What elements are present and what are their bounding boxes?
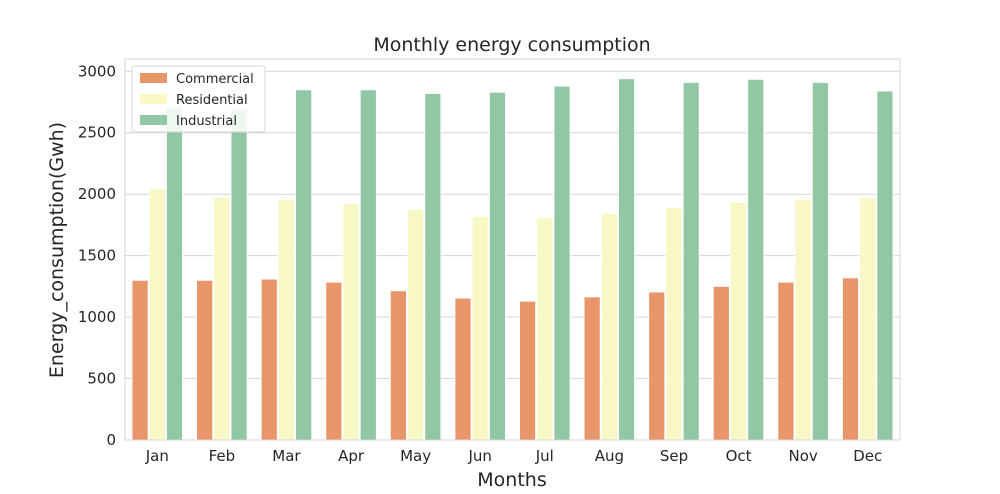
x-tick-label: Feb (209, 447, 236, 465)
legend-swatch-residential (140, 94, 167, 104)
y-tick-label: 2500 (78, 124, 116, 142)
x-tick-label: Oct (726, 447, 752, 465)
bar-commercial-jan (131, 279, 149, 441)
x-tick-label: Apr (338, 447, 365, 465)
x-tick-label: Jan (145, 447, 169, 465)
x-tick-label: May (400, 447, 431, 465)
bar-industrial-sep (682, 81, 700, 441)
bar-industrial-aug (617, 78, 636, 441)
bar-industrial-oct (747, 78, 765, 441)
y-tick-label: 3000 (78, 62, 116, 80)
bar-industrial-jun (488, 91, 507, 441)
x-tick-label: Mar (272, 447, 301, 465)
bar-industrial-apr (359, 89, 377, 441)
y-tick-label: 2000 (78, 185, 116, 203)
bar-residential-feb (213, 196, 231, 441)
x-tick-labels: Jan Feb Mar Apr May Jun Jul Aug Sep Oct Nov Dec (145, 447, 882, 465)
x-tick-label: Jul (535, 447, 554, 465)
bar-residential-may (407, 209, 425, 441)
bar-commercial-apr (325, 281, 343, 441)
bar-commercial-jul (518, 300, 537, 441)
y-tick-label: 500 (87, 370, 116, 388)
bar-residential-jun (471, 215, 489, 441)
bar-industrial-may (424, 92, 442, 441)
bar-residential-aug (600, 212, 618, 441)
x-tick-label: Jun (467, 447, 491, 465)
y-tick-label: 0 (106, 431, 116, 449)
bar-residential-jul (536, 217, 554, 441)
x-tick-label: Dec (853, 447, 882, 465)
bar-commercial-nov (777, 281, 795, 441)
bar-residential-apr (342, 202, 360, 441)
bar-commercial-feb (196, 279, 214, 441)
bar-residential-sep (665, 207, 683, 441)
y-tick-label: 1500 (78, 247, 116, 265)
y-axis-label: Energy_consumption(Gwh) (46, 122, 68, 378)
bars (131, 78, 894, 441)
legend: Commercial Residential Industrial (131, 65, 266, 133)
legend-label: Commercial (176, 72, 254, 87)
bar-industrial-mar (295, 89, 313, 441)
legend-label: Industrial (176, 114, 237, 129)
legend-swatch-commercial (140, 73, 167, 83)
bar-commercial-dec (841, 277, 860, 441)
bar-residential-mar (277, 198, 296, 441)
bar-residential-dec (859, 197, 877, 441)
bar-commercial-oct (712, 285, 730, 441)
bar-commercial-sep (648, 291, 666, 441)
bar-commercial-aug (583, 296, 601, 441)
bar-residential-jan (148, 188, 166, 441)
bar-industrial-nov (811, 81, 829, 441)
bar-commercial-mar (260, 278, 278, 441)
x-axis-label: Months (477, 469, 546, 491)
chart-title: Monthly energy consumption (373, 34, 650, 56)
x-tick-label: Sep (660, 447, 688, 465)
x-tick-label: Aug (595, 447, 624, 465)
legend-label: Residential (176, 93, 248, 108)
bar-commercial-may (389, 290, 408, 441)
bar-industrial-feb (230, 108, 248, 441)
bar-industrial-dec (876, 90, 894, 441)
bar-commercial-jun (454, 297, 472, 441)
bar-residential-nov (794, 198, 812, 441)
y-tick-labels: 0 500 1000 1500 2000 2500 3000 (78, 62, 116, 449)
bar-industrial-jul (553, 85, 571, 441)
plot-frame (124, 58, 901, 441)
legend-swatch-industrial (140, 115, 167, 125)
x-tick-label: Nov (788, 447, 817, 465)
bar-residential-oct (729, 201, 748, 441)
bar-industrial-jan (165, 106, 184, 441)
y-tick-label: 1000 (78, 308, 116, 326)
